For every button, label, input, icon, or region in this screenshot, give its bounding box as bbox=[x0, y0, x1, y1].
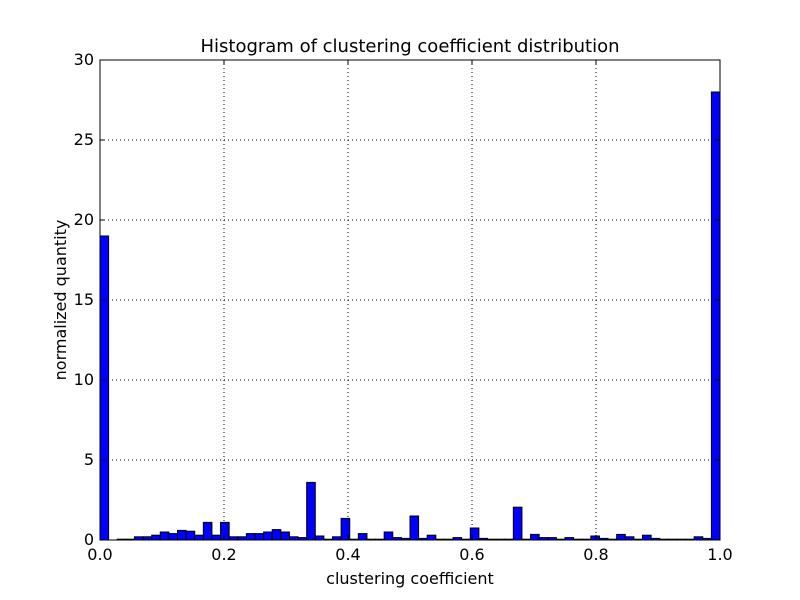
y-axis-label: normalized quantity bbox=[51, 220, 70, 381]
histogram-bar bbox=[194, 534, 204, 541]
x-tick-label: 0.4 bbox=[335, 545, 360, 564]
x-tick-label: 0.0 bbox=[87, 545, 112, 564]
histogram-bar bbox=[220, 521, 230, 541]
histogram-bar bbox=[383, 531, 394, 541]
histogram-bar bbox=[590, 535, 600, 541]
histogram-bar bbox=[99, 235, 110, 541]
bars bbox=[99, 91, 721, 541]
y-tick-label: 20 bbox=[74, 210, 94, 229]
histogram-bar bbox=[211, 534, 222, 541]
x-tick-labels: 0.0 0.2 0.4 0.6 0.8 1.0 bbox=[87, 545, 732, 564]
histogram-bar bbox=[642, 534, 652, 541]
histogram-bar bbox=[177, 529, 187, 541]
x-tick-label: 0.6 bbox=[459, 545, 484, 564]
histogram-bar bbox=[254, 533, 265, 541]
y-tick-label: 15 bbox=[74, 290, 94, 309]
histogram-bar bbox=[306, 481, 316, 541]
x-tick-label: 0.2 bbox=[211, 545, 236, 564]
histogram-bar bbox=[159, 531, 170, 541]
histogram-bar bbox=[168, 533, 178, 541]
histogram-bar bbox=[280, 531, 290, 541]
histogram-bar bbox=[409, 515, 420, 541]
histogram-bar bbox=[530, 533, 540, 541]
histogram-bar bbox=[314, 535, 325, 541]
x-axis-label: clustering coefficient bbox=[326, 569, 494, 588]
histogram-bar bbox=[151, 534, 161, 541]
histogram-bar bbox=[271, 529, 282, 541]
histogram-bar bbox=[710, 91, 721, 541]
histogram-bar bbox=[263, 531, 273, 541]
y-tick-label: 30 bbox=[74, 50, 94, 69]
gridlines bbox=[99, 59, 721, 541]
histogram-bar bbox=[185, 530, 196, 541]
y-tick-label: 25 bbox=[74, 130, 94, 149]
x-tick-label: 0.8 bbox=[583, 545, 608, 564]
y-tick-label: 5 bbox=[84, 450, 94, 469]
histogram-bar bbox=[512, 506, 523, 541]
y-tick-label: 10 bbox=[74, 370, 94, 389]
chart-title: Histogram of clustering coefficient dist… bbox=[200, 36, 619, 57]
histogram-bar bbox=[245, 533, 256, 541]
histogram-bar bbox=[202, 521, 213, 541]
histogram-bar bbox=[426, 534, 437, 541]
histogram-bar bbox=[616, 533, 626, 541]
plot-frame bbox=[99, 59, 721, 541]
y-tick-labels: 0 5 10 15 20 25 30 bbox=[74, 50, 94, 549]
x-tick-label: 1.0 bbox=[707, 545, 732, 564]
histogram-bar bbox=[357, 533, 368, 541]
y-tick-label: 0 bbox=[84, 530, 94, 549]
